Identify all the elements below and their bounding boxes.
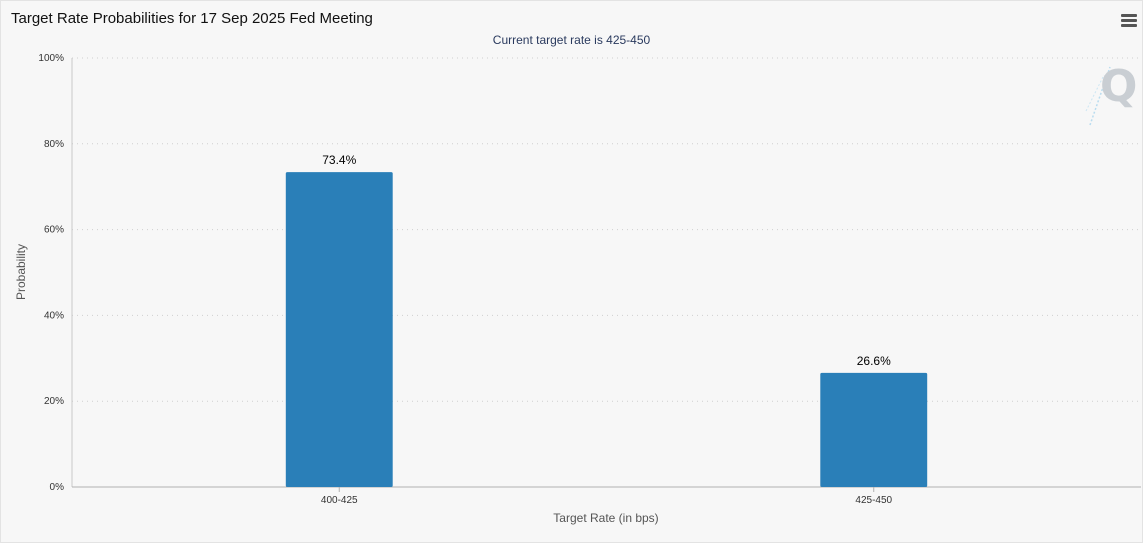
y-tick-label: 20% (44, 396, 64, 407)
bar-400-425[interactable] (285, 172, 393, 487)
x-tick-label: 400-425 (321, 495, 358, 506)
q-logo-icon: Q (1084, 63, 1137, 129)
bar-425-450[interactable] (820, 372, 928, 487)
y-tick-label: 100% (38, 53, 64, 64)
y-tick-label: 80% (44, 139, 64, 150)
axes (71, 58, 1141, 492)
y-tick-label: 60% (44, 225, 64, 236)
data-label: 73.4% (322, 153, 356, 167)
grid-lines (72, 57, 1141, 402)
x-tick-label: 425-450 (855, 495, 892, 506)
labels: 0% 20% 40% 60% 80% 100% 400-425 73.4% 425-450 26.… (38, 53, 892, 506)
data-label: 26.6% (857, 354, 891, 368)
bars (285, 172, 928, 487)
y-axis-title: Probability (14, 244, 28, 300)
y-tick-label: 40% (44, 310, 64, 321)
y-tick-label: 0% (50, 482, 65, 493)
chart-subtitle: Current target rate is 425-450 (492, 33, 651, 47)
x-axis-title: Target Rate (in bps) (553, 511, 658, 525)
hamburger-menu-icon[interactable] (1121, 14, 1137, 28)
chart-title: Target Rate Probabilities for 17 Sep 202… (11, 10, 373, 27)
